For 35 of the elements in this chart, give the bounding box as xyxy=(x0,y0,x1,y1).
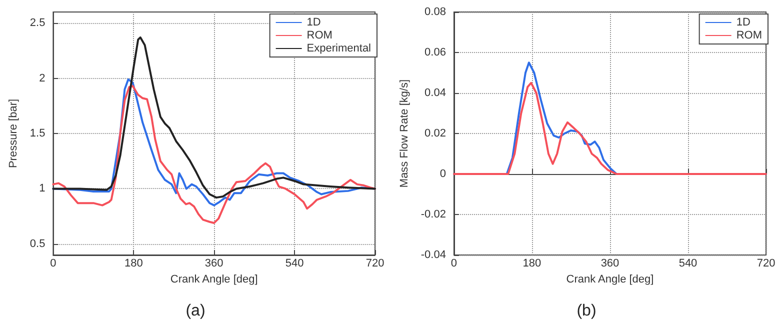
x-tick-label: 720 xyxy=(366,258,384,270)
y-axis-title: Pressure [bar] xyxy=(8,98,20,168)
x-axis-title: Crank Angle [deg] xyxy=(170,273,258,286)
y-tick-label: 1.5 xyxy=(30,128,46,140)
y-tick-label: 0.02 xyxy=(424,128,446,140)
line-series xyxy=(52,85,376,224)
y-tick-label: 0.06 xyxy=(424,46,446,58)
x-tick-label: 540 xyxy=(285,258,304,270)
text: (b) xyxy=(576,302,596,320)
x-tick-label: 180 xyxy=(522,258,542,270)
y-tick-label: 2.5 xyxy=(30,17,46,30)
y-tick-label: 2 xyxy=(39,72,46,84)
legend-label: 1D xyxy=(736,16,750,28)
y-tick-label: 0 xyxy=(440,168,446,180)
x-tick-label: 540 xyxy=(678,258,698,270)
x-tick-label: 0 xyxy=(450,258,458,270)
legend-label: ROM xyxy=(306,30,332,42)
line-series xyxy=(452,82,767,175)
x-tick-label: 0 xyxy=(50,258,56,270)
legend-label: 1D xyxy=(306,16,321,28)
legend-label: Experimental xyxy=(306,42,372,54)
x-axis-title: Crank Angle [deg] xyxy=(566,273,654,286)
y-tick-label: 0.5 xyxy=(30,238,46,250)
y-tick-label: -0.02 xyxy=(420,208,446,220)
y-tick-label: 1 xyxy=(39,182,46,195)
y-axis-title: Mass Flow Rate [kg/s] xyxy=(398,79,410,188)
x-tick-label: 720 xyxy=(756,258,776,270)
x-tick-label: 360 xyxy=(204,258,224,270)
x-tick-label: 180 xyxy=(124,258,143,270)
y-tick-label: 0.04 xyxy=(424,87,446,99)
y-tick-label: -0.04 xyxy=(420,249,446,261)
y-tick-label: 0.08 xyxy=(424,6,446,18)
text: (a) xyxy=(186,302,206,320)
legend-label: ROM xyxy=(736,30,762,42)
x-tick-label: 360 xyxy=(600,258,620,270)
